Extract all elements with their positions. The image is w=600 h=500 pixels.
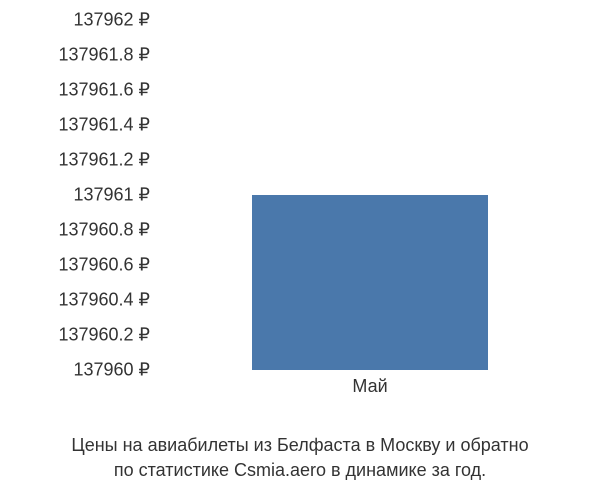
y-tick-label: 137961.4 ₽ — [58, 115, 150, 136]
caption-line-2: по статистике Csmia.aero в динамике за г… — [114, 460, 486, 480]
chart-area: 137960 ₽ 137960.2 ₽ 137960.4 ₽ 137960.6 ₽ 13… — [20, 20, 580, 400]
x-axis: Май — [160, 372, 580, 400]
x-tick-label: Май — [352, 376, 387, 397]
y-tick-label: 137960.2 ₽ — [58, 325, 150, 346]
y-tick-label: 137961 ₽ — [73, 185, 150, 206]
y-tick-label: 137961.6 ₽ — [58, 80, 150, 101]
y-axis: 137960 ₽ 137960.2 ₽ 137960.4 ₽ 137960.6 ₽ 13… — [20, 20, 150, 400]
caption-line-1: Цены на авиабилеты из Белфаста в Москву … — [71, 435, 528, 455]
y-tick-label: 137960 ₽ — [73, 360, 150, 381]
bar — [252, 195, 487, 370]
y-tick-label: 137961.8 ₽ — [58, 45, 150, 66]
chart-caption: Цены на авиабилеты из Белфаста в Москву … — [0, 433, 600, 482]
y-tick-label: 137960.4 ₽ — [58, 290, 150, 311]
y-tick-label: 137962 ₽ — [73, 10, 150, 31]
plot-area — [160, 20, 580, 370]
y-tick-label: 137961.2 ₽ — [58, 150, 150, 171]
y-tick-label: 137960.6 ₽ — [58, 255, 150, 276]
y-tick-label: 137960.8 ₽ — [58, 220, 150, 241]
